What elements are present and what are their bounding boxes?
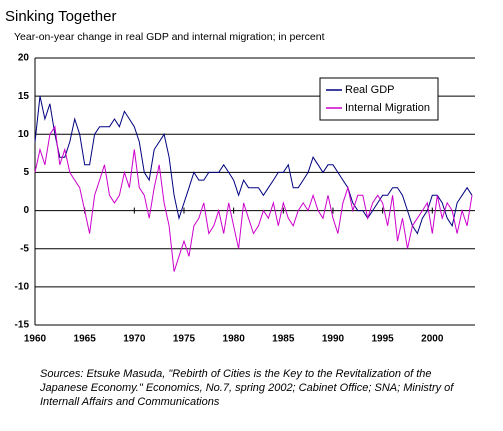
data-line bbox=[34, 95, 473, 235]
chart-subtitle: Year-on-year change in real GDP and inte… bbox=[14, 31, 325, 43]
legend-label: Internal Migration bbox=[345, 102, 430, 114]
x-tick-label: 1990 bbox=[322, 334, 345, 345]
x-tick-label: 2000 bbox=[421, 334, 444, 345]
y-tick-label: 5 bbox=[23, 167, 29, 178]
chart: 20 15 10 5 0 -5 -10 -15 1960 1965 1970 1975 1980 1985… bbox=[15, 53, 475, 345]
chart-title: Sinking Together bbox=[5, 8, 117, 25]
x-tick-label: 1965 bbox=[74, 334, 97, 345]
y-tick-label: -15 bbox=[15, 320, 30, 331]
x-tick-label: 1985 bbox=[272, 334, 295, 345]
y-tick-label: 0 bbox=[23, 205, 29, 216]
y-tick-label: -5 bbox=[20, 243, 29, 254]
y-tick-label: -10 bbox=[15, 281, 30, 292]
data-line bbox=[34, 125, 473, 272]
legend-box bbox=[319, 77, 439, 121]
source-note: Sources: Etsuke Masuda, "Rebirth of Citi… bbox=[40, 368, 454, 408]
y-tick-label: 15 bbox=[18, 91, 30, 102]
x-tick-label: 1960 bbox=[24, 334, 47, 345]
x-tick-label: 1995 bbox=[372, 334, 395, 345]
legend-label: Real GDP bbox=[345, 84, 395, 96]
x-tick-label: 1975 bbox=[173, 334, 196, 345]
x-tick-label: 1980 bbox=[223, 334, 246, 345]
x-tick-label: 1970 bbox=[123, 334, 146, 345]
y-tick-label: 20 bbox=[18, 53, 30, 64]
y-tick-label: 10 bbox=[18, 129, 30, 140]
